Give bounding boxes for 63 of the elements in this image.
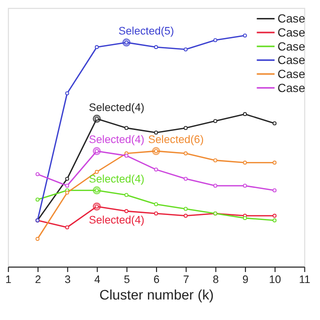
point — [213, 119, 218, 123]
point — [213, 158, 218, 162]
point — [184, 126, 188, 130]
point — [94, 170, 99, 174]
point — [272, 160, 277, 165]
legend-label: Case — [278, 25, 306, 40]
point — [213, 38, 218, 42]
point — [272, 214, 277, 218]
point — [124, 209, 128, 214]
point — [242, 34, 247, 38]
point — [65, 184, 70, 188]
point — [65, 176, 70, 181]
point — [124, 193, 128, 197]
point — [124, 154, 128, 158]
point — [184, 151, 188, 156]
point — [242, 184, 247, 188]
point — [124, 126, 128, 130]
x-tick-label: 1 — [5, 274, 12, 286]
point — [242, 160, 247, 165]
legend-label: Case — [278, 66, 306, 81]
point — [272, 218, 277, 222]
point — [184, 47, 188, 52]
point — [154, 45, 158, 50]
point — [272, 188, 277, 192]
x-tick-label: 3 — [64, 274, 71, 286]
point — [154, 212, 158, 216]
point — [272, 121, 277, 126]
point — [154, 130, 158, 135]
legend-label: Case — [278, 80, 306, 95]
annotation: Selected(4) — [88, 173, 144, 186]
point — [65, 91, 70, 96]
x-tick-label: 11 — [299, 274, 310, 286]
annotation: Selected(4) — [88, 214, 144, 226]
point — [242, 216, 247, 220]
x-tick-label: 2 — [35, 274, 42, 286]
point — [154, 202, 158, 206]
point — [213, 184, 218, 188]
point — [36, 236, 40, 241]
annotation: Selected(4) — [88, 134, 144, 146]
x-tick-label: 4 — [94, 274, 100, 286]
point — [36, 172, 40, 176]
point — [65, 190, 70, 195]
point — [184, 214, 188, 218]
point — [154, 168, 158, 172]
x-tick-label: 9 — [242, 274, 248, 286]
point — [36, 198, 40, 202]
annotation: Selected(5) — [118, 26, 174, 38]
point — [94, 45, 99, 50]
point — [184, 176, 188, 181]
point — [242, 112, 247, 116]
point — [184, 206, 188, 211]
annotation: Selected(4) — [88, 102, 144, 114]
legend-label: Case — [278, 12, 306, 26]
annotation: Selected(6) — [148, 134, 204, 146]
legend-label: Case — [278, 39, 306, 54]
x-tick-label: 7 — [183, 274, 190, 286]
point — [65, 225, 70, 230]
x-tick-label: 8 — [212, 274, 219, 286]
x-axis-title: Cluster number (k) — [99, 286, 214, 303]
x-tick-label: 5 — [124, 274, 130, 286]
x-tick-label: 10 — [269, 274, 282, 286]
legend-label: Case — [278, 53, 306, 68]
x-tick-label: 6 — [154, 274, 160, 286]
